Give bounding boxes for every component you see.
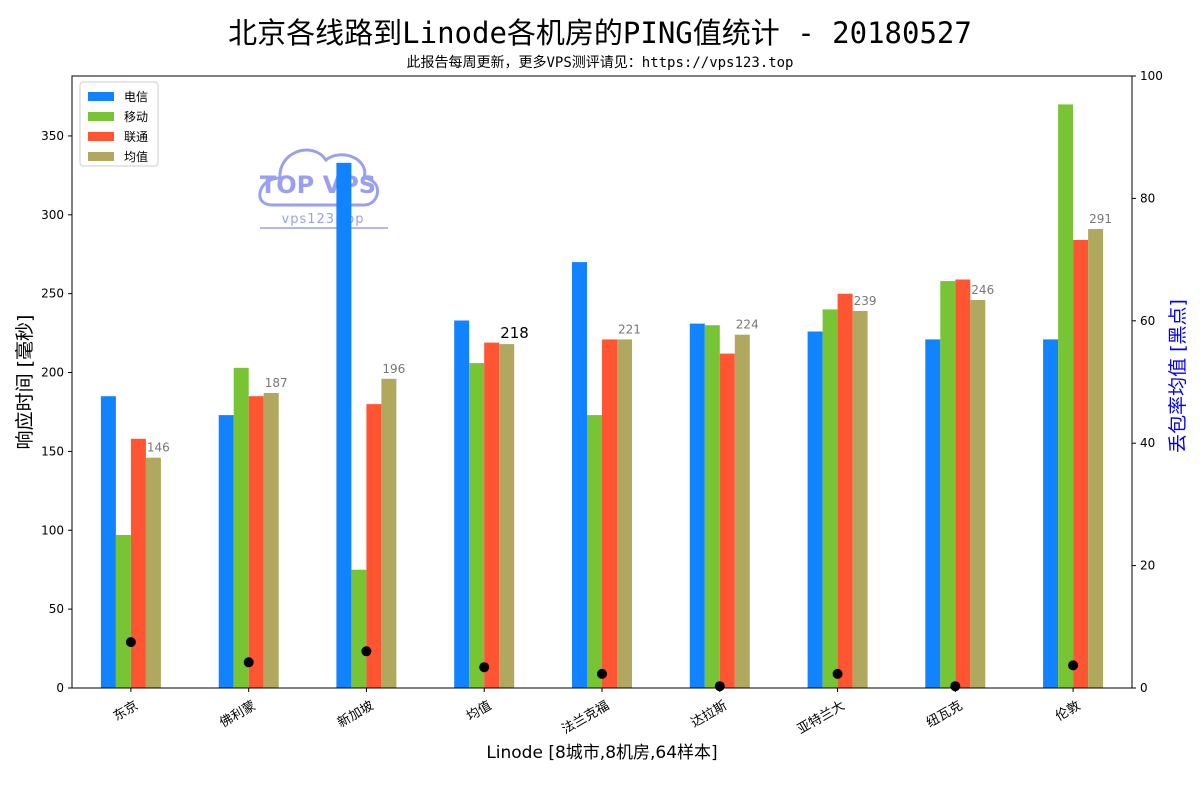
bar-telecom-5 xyxy=(689,323,705,688)
x-tick-label-5: 达拉斯 xyxy=(688,698,729,730)
avg-value-label-5: 224 xyxy=(736,318,759,332)
bar-average-5 xyxy=(734,334,750,688)
packet-loss-point-8 xyxy=(1068,660,1079,671)
x-tick-label-3: 均值 xyxy=(464,698,495,725)
y-axis-right-label: 丢包率均值 [黑点] xyxy=(1167,299,1189,453)
y-right-tick-label-1: 20 xyxy=(1140,559,1155,573)
bar-telecom-2 xyxy=(336,162,352,689)
legend-swatch-average xyxy=(88,152,114,161)
avg-value-label-1: 187 xyxy=(265,376,288,390)
avg-value-label-0: 146 xyxy=(147,441,170,455)
packet-loss-point-3 xyxy=(479,662,490,673)
x-tick-label-6: 亚特兰大 xyxy=(795,698,848,737)
x-tick-label-8: 伦敦 xyxy=(1053,698,1084,725)
bar-average-8 xyxy=(1088,229,1104,688)
bar-telecom-3 xyxy=(454,320,470,688)
packet-loss-point-4 xyxy=(597,668,607,679)
legend-swatch-mobile xyxy=(88,112,114,121)
bar-unicom-0 xyxy=(130,438,146,688)
avg-value-label-8: 291 xyxy=(1089,212,1112,226)
bar-mobile-1 xyxy=(233,367,249,688)
y-tick-label-2: 100 xyxy=(41,523,64,537)
bar-average-4 xyxy=(617,339,632,688)
bar-mobile-6 xyxy=(822,309,838,688)
bar-mobile-3 xyxy=(469,363,485,688)
x-tick-label-7: 纽瓦克 xyxy=(924,698,965,730)
avg-value-label-6: 239 xyxy=(854,294,877,308)
x-axis-label: Linode [8城市,8机房,64样本] xyxy=(486,743,717,763)
y-tick-label-4: 200 xyxy=(41,366,64,380)
avg-value-label-7: 246 xyxy=(971,283,994,297)
legend-box xyxy=(79,81,159,167)
legend-label-average: 均值 xyxy=(124,149,148,164)
bar-average-6 xyxy=(852,311,868,688)
x-tick-label-4: 法兰克福 xyxy=(559,698,612,737)
bar-telecom-0 xyxy=(100,396,116,688)
bar-unicom-6 xyxy=(837,293,853,688)
bar-unicom-3 xyxy=(484,342,500,688)
watermark-brand: TOP VPS xyxy=(260,171,376,199)
legend-label-unicom: 联通 xyxy=(124,130,148,144)
bar-mobile-4 xyxy=(587,415,602,688)
packet-loss-point-6 xyxy=(832,668,843,679)
bar-average-1 xyxy=(263,393,279,688)
bar-mobile-8 xyxy=(1058,104,1074,688)
watermark-site: vps123.top xyxy=(282,212,365,227)
legend-swatch-telecom xyxy=(88,92,114,101)
bar-telecom-6 xyxy=(807,331,823,688)
x-tick-label-1: 佛利蒙 xyxy=(217,698,258,730)
x-tick-label-0: 东京 xyxy=(111,698,141,724)
bar-telecom-7 xyxy=(925,339,941,688)
y-tick-label-5: 250 xyxy=(41,287,64,301)
legend-swatch-unicom xyxy=(88,132,114,141)
packet-loss-point-1 xyxy=(243,657,254,668)
bar-telecom-4 xyxy=(572,262,587,688)
y-tick-label-1: 50 xyxy=(49,602,64,616)
bar-mobile-0 xyxy=(115,535,131,688)
bar-mobile-5 xyxy=(704,325,720,688)
y-right-tick-label-4: 80 xyxy=(1140,191,1155,205)
y-tick-label-0: 0 xyxy=(56,681,64,695)
watermark-cloud-icon xyxy=(258,148,379,207)
y-tick-label-6: 300 xyxy=(41,208,64,222)
legend-label-mobile: 移动 xyxy=(124,110,148,124)
bar-telecom-1 xyxy=(218,415,234,688)
bar-unicom-1 xyxy=(248,396,264,688)
bar-unicom-2 xyxy=(366,404,382,688)
y-right-tick-label-5: 100 xyxy=(1140,69,1163,83)
y-tick-label-7: 350 xyxy=(41,129,64,143)
packet-loss-point-7 xyxy=(950,681,961,692)
packet-loss-point-2 xyxy=(361,646,372,657)
bar-average-7 xyxy=(970,300,986,688)
y-right-tick-label-3: 60 xyxy=(1140,314,1155,328)
x-tick-label-2: 新加坡 xyxy=(335,698,377,731)
bar-average-2 xyxy=(381,378,397,688)
bar-unicom-5 xyxy=(719,353,735,688)
bar-unicom-7 xyxy=(955,279,971,688)
y-tick-label-3: 150 xyxy=(41,444,64,458)
packet-loss-point-0 xyxy=(125,637,136,648)
bar-telecom-8 xyxy=(1043,339,1059,688)
bar-unicom-8 xyxy=(1073,240,1089,688)
chart-title: 北京各线路到Linode各机房的PING值统计 - 20180527 xyxy=(228,16,972,50)
packet-loss-point-5 xyxy=(714,681,725,692)
chart-subtitle: 此报告每周更新，更多VPS测评请见：https://vps123.top xyxy=(406,55,794,71)
legend-label-telecom: 电信 xyxy=(124,90,148,104)
avg-value-label-3: 218 xyxy=(500,324,529,342)
bar-average-3 xyxy=(499,344,515,688)
avg-value-label-2: 196 xyxy=(382,362,405,376)
bar-mobile-7 xyxy=(940,281,956,688)
y-right-tick-label-0: 0 xyxy=(1140,681,1148,695)
y-right-tick-label-2: 40 xyxy=(1140,436,1155,450)
y-axis-label: 响应时间 [毫秒] xyxy=(14,315,36,450)
bar-average-0 xyxy=(145,457,161,688)
bar-mobile-2 xyxy=(351,569,367,688)
avg-value-label-4: 221 xyxy=(618,322,641,336)
bar-unicom-4 xyxy=(602,339,617,688)
